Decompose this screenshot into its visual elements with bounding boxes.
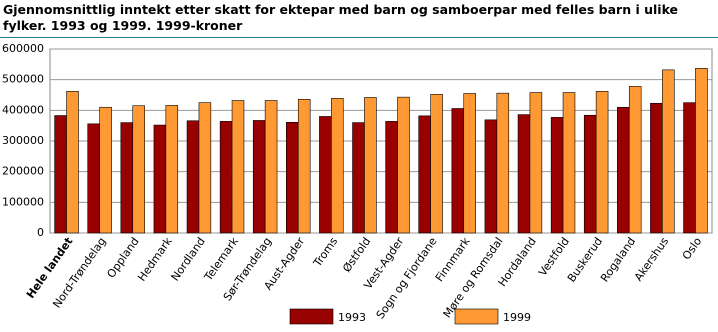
bar xyxy=(595,91,609,234)
legend-label: 1993 xyxy=(338,311,366,324)
x-tick-label: Vestfold xyxy=(536,235,572,279)
y-tick-label: 400000 xyxy=(2,103,44,116)
bar xyxy=(418,115,431,234)
title-rule xyxy=(0,37,718,38)
bar xyxy=(54,115,67,234)
bar xyxy=(264,100,278,234)
bar xyxy=(186,120,200,234)
bar xyxy=(252,120,266,234)
x-tick-label: Oslo xyxy=(680,235,705,262)
bar xyxy=(451,108,465,234)
x-tick-label: Møre og Romsdal xyxy=(441,235,506,320)
bar xyxy=(297,98,311,234)
bar xyxy=(132,105,145,234)
bar xyxy=(352,122,365,234)
bar xyxy=(99,106,112,234)
bar xyxy=(529,92,543,234)
x-tick-label: Troms xyxy=(310,235,340,270)
bar xyxy=(319,116,332,234)
bar xyxy=(484,119,498,234)
bar xyxy=(66,91,79,234)
bar xyxy=(364,97,377,234)
legend-swatch xyxy=(454,308,499,325)
bar xyxy=(583,114,597,234)
bar xyxy=(463,93,476,234)
y-tick-label: 100000 xyxy=(2,195,44,208)
bar xyxy=(628,86,642,234)
y-tick-label: 500000 xyxy=(2,73,44,86)
bar xyxy=(231,100,245,234)
bar xyxy=(550,117,564,234)
bar xyxy=(385,121,398,234)
bar xyxy=(153,124,167,234)
bar xyxy=(198,102,212,234)
y-tick-label: 600000 xyxy=(2,42,44,55)
x-tick-label: Østfold xyxy=(340,235,373,275)
bar xyxy=(430,94,443,234)
y-tick-label: 200000 xyxy=(2,165,44,178)
bar xyxy=(617,106,630,234)
bar xyxy=(165,105,179,234)
bar xyxy=(662,69,675,234)
bar xyxy=(517,114,531,234)
bar xyxy=(683,102,696,234)
x-tick-label: Sogn og Fjordane xyxy=(374,235,440,322)
bar xyxy=(695,68,708,234)
x-tick-label: Akershus xyxy=(632,235,672,284)
bar xyxy=(286,121,299,234)
y-tick-label: 0 xyxy=(37,226,44,239)
y-tick-label: 300000 xyxy=(2,134,44,147)
bar xyxy=(120,122,134,234)
legend-label: 1999 xyxy=(503,311,531,324)
bar xyxy=(87,123,100,234)
bar xyxy=(331,98,344,234)
bar xyxy=(650,102,663,234)
bar xyxy=(219,121,233,234)
chart-title: Gjennomsnittlig inntekt etter skatt for … xyxy=(3,2,679,33)
bar xyxy=(562,92,576,234)
bar xyxy=(397,96,410,234)
legend-swatch xyxy=(289,308,334,325)
bar xyxy=(496,92,510,234)
